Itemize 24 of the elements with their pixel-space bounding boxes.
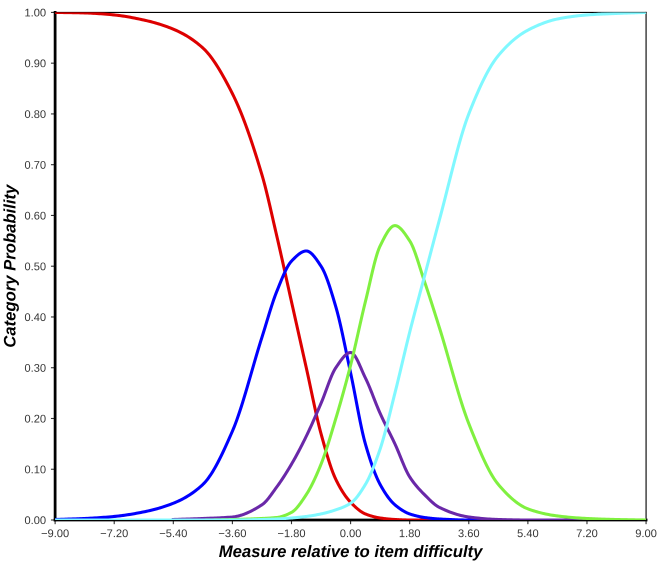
- y-tick-label: 0.50: [24, 262, 46, 270]
- x-tick-label: −9.00: [42, 529, 69, 538]
- y-tick-label: 0.60: [24, 212, 46, 220]
- y-tick-label: 0.30: [24, 364, 46, 372]
- x-tick-label: 3.60: [458, 529, 480, 538]
- y-tick-label: 0.10: [24, 466, 46, 474]
- x-tick-label: −1.80: [278, 529, 306, 538]
- y-axis-title: Category Probability: [3, 184, 19, 347]
- y-tick-label: 0.40: [24, 313, 46, 322]
- x-tick-label: 9.00: [636, 529, 656, 538]
- x-tick-label: 7.20: [576, 529, 598, 538]
- y-tick-label: 0.80: [24, 110, 46, 118]
- y-tick-label: 0.70: [24, 160, 46, 169]
- y-tick-label: 0.20: [24, 414, 46, 423]
- x-tick-label: −5.40: [160, 529, 187, 538]
- x-tick-label: 1.80: [400, 529, 420, 538]
- x-tick-label: 0.00: [340, 529, 361, 538]
- y-tick-label: 0.00: [24, 516, 46, 524]
- y-tick-label: 1.00: [25, 8, 46, 17]
- x-tick-label: −7.20: [100, 529, 128, 538]
- y-tick-label: 0.90: [24, 59, 46, 68]
- x-axis-title: Measure relative to item difficulty: [219, 544, 484, 560]
- x-tick-label: 5.40: [518, 529, 538, 538]
- x-tick-label: −3.60: [218, 529, 246, 538]
